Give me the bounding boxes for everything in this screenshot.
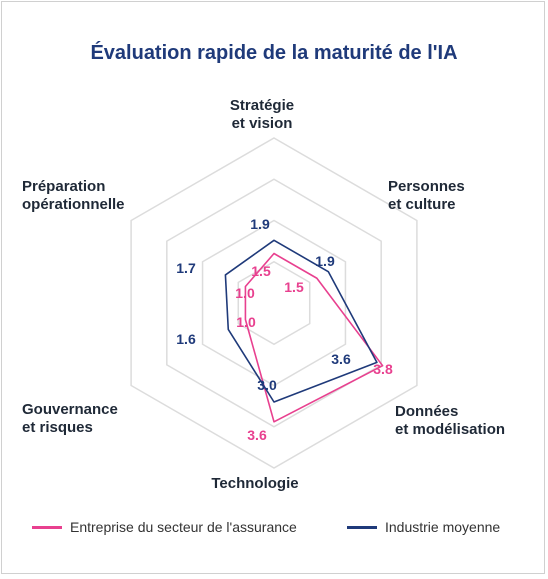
axis-label-3: Technologie bbox=[211, 475, 298, 492]
value-label-s1-0: 1.9 bbox=[250, 216, 270, 232]
value-label-s0-1: 1.5 bbox=[284, 279, 304, 295]
grid-ring-3 bbox=[166, 178, 382, 428]
axis-label-1: Personnes et culture bbox=[388, 178, 465, 213]
legend-swatch-blue bbox=[347, 525, 377, 529]
chart-title: Évaluation rapide de la maturité de l'IA bbox=[90, 42, 458, 64]
value-label-s0-2: 3.8 bbox=[373, 361, 393, 377]
grid-ring-2 bbox=[201, 219, 347, 387]
value-label-s0-0: 1.5 bbox=[251, 263, 271, 279]
value-label-s0-4: 1.0 bbox=[236, 314, 256, 330]
legend-label-insurance: Entreprise du secteur de l'assurance bbox=[70, 519, 297, 535]
legend-label-average: Industrie moyenne bbox=[385, 519, 501, 535]
value-label-s1-3: 3.0 bbox=[257, 377, 277, 393]
value-label-s1-5: 1.7 bbox=[176, 260, 196, 276]
grid-ring-1 bbox=[237, 260, 311, 346]
grid-ring-4 bbox=[130, 137, 418, 469]
radar-grid bbox=[130, 137, 418, 469]
axis-label-4: Gouvernance et risques bbox=[22, 401, 118, 436]
axis-label-5: Préparation opérationnelle bbox=[22, 178, 125, 213]
axis-label-0: Stratégie et vision bbox=[230, 97, 294, 132]
series-line-0 bbox=[244, 252, 384, 423]
radar-value-labels: 1.5 1.5 3.8 3.6 1.0 1.0 1.9 1.9 3.6 3.0 1.6 1.7 bbox=[176, 216, 393, 443]
series-line-1 bbox=[224, 239, 378, 403]
legend-swatch-pink bbox=[32, 525, 62, 529]
value-label-s1-2: 3.6 bbox=[331, 351, 351, 367]
legend-item-average: Industrie moyenne bbox=[347, 519, 500, 535]
value-label-s0-5: 1.0 bbox=[235, 285, 255, 301]
value-label-s1-1: 1.9 bbox=[315, 253, 335, 269]
radar-axis-labels: Stratégie et vision Personnes et culture Don… bbox=[22, 97, 505, 492]
axis-label-2: Données et modélisation bbox=[395, 403, 505, 438]
value-label-s0-3: 3.6 bbox=[247, 427, 267, 443]
radar-series bbox=[224, 239, 384, 423]
legend-item-insurance: Entreprise du secteur de l'assurance bbox=[32, 519, 297, 535]
value-label-s1-4: 1.6 bbox=[176, 331, 196, 347]
